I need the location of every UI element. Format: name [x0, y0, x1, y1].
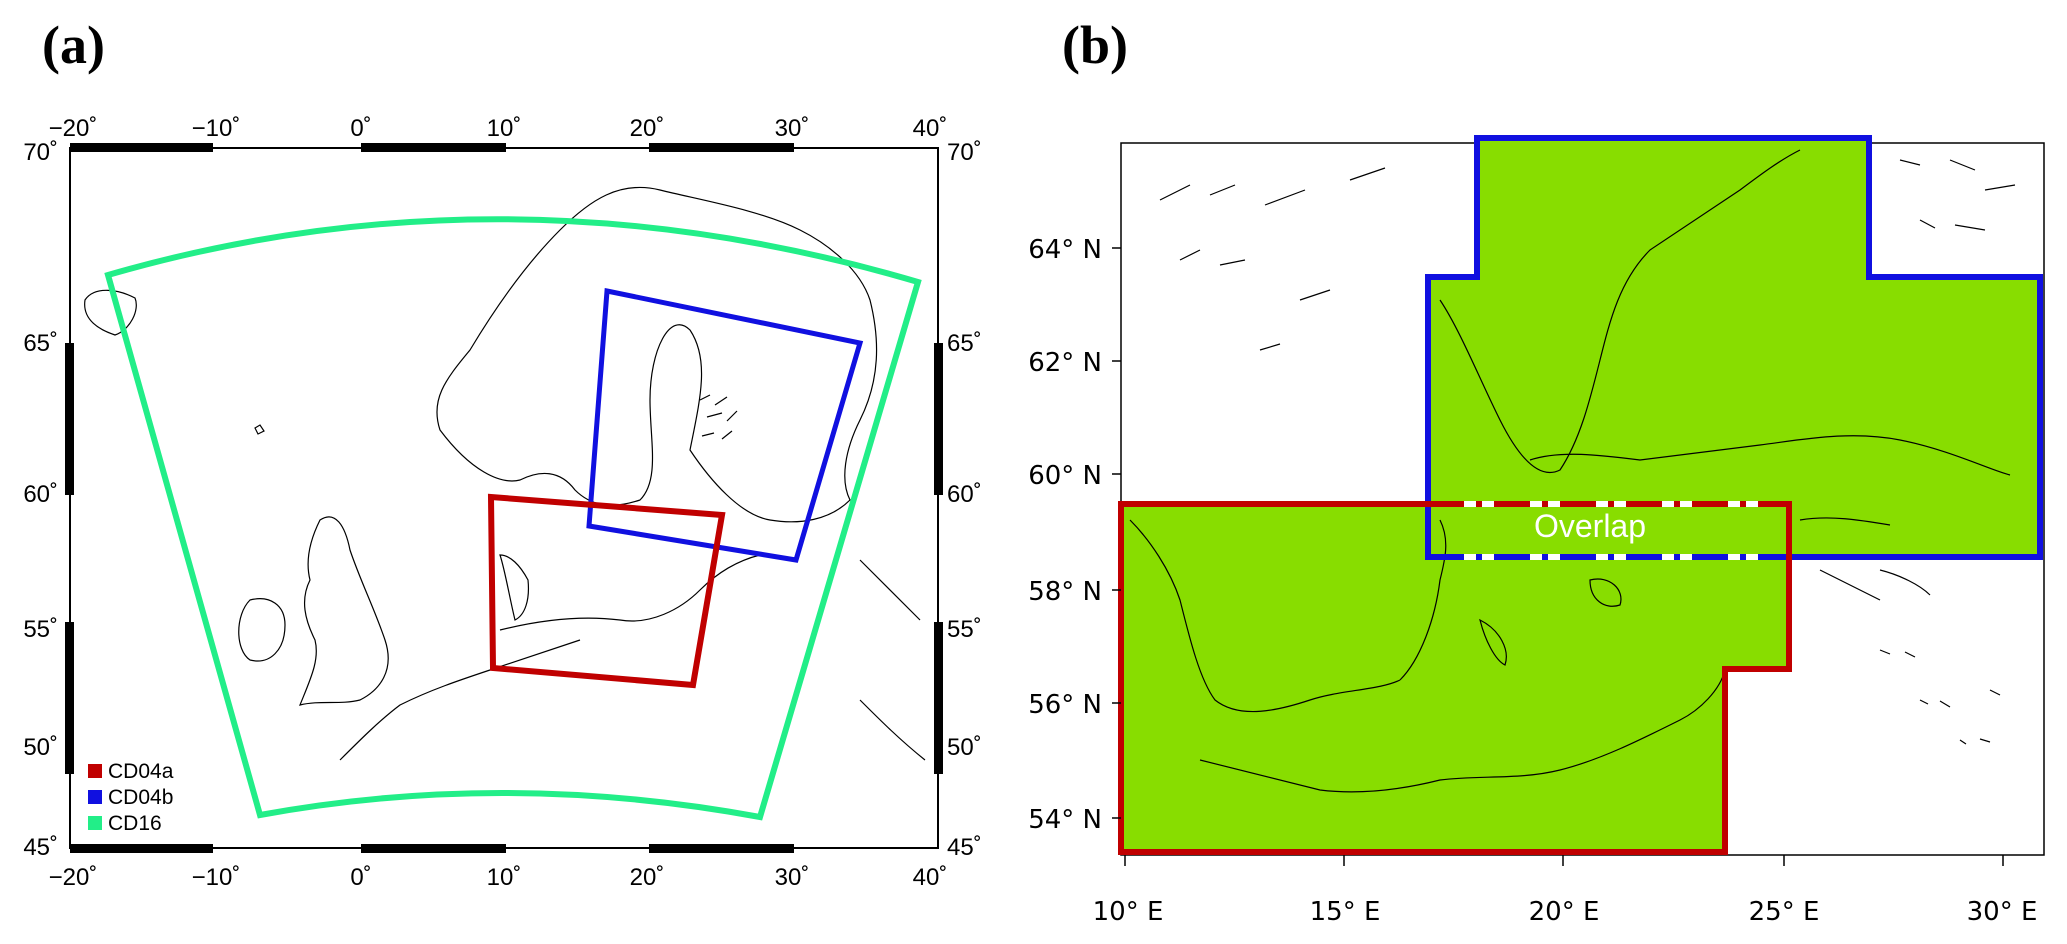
a-ytick-right-0: 70˚	[947, 139, 982, 166]
b-xtick-3: 25° E	[1749, 897, 1820, 927]
b-ytick-4: 56° N	[1028, 690, 1102, 720]
b-ytick-0: 64° N	[1028, 235, 1102, 265]
b-ytick-2: 60° N	[1028, 461, 1102, 491]
a-xtick-top-2: 0˚	[350, 115, 371, 142]
a-xtick-bot-4: 20˚	[630, 864, 665, 891]
cd04a-fill-area	[1121, 504, 1789, 852]
panel-a-x-ticks-top: −20˚ −10˚ 0˚ 10˚ 20˚ 30˚ 40˚	[49, 115, 948, 142]
a-xtick-bot-2: 0˚	[350, 864, 371, 891]
legend-swatch-cd04b	[88, 790, 102, 804]
a-ytick-left-1: 65˚	[23, 330, 58, 357]
a-ytick-right-5: 45˚	[947, 834, 982, 861]
a-xtick-bot-5: 30˚	[775, 864, 810, 891]
a-ytick-right-1: 65˚	[947, 330, 982, 357]
a-xtick-top-6: 40˚	[913, 115, 948, 142]
a-ytick-right-4: 50˚	[947, 734, 982, 761]
overlap-label: Overlap	[1534, 508, 1646, 544]
a-ytick-right-3: 55˚	[947, 616, 982, 643]
a-xtick-top-3: 10˚	[487, 115, 522, 142]
panel-b-label: (b)	[1062, 15, 1128, 75]
cd04b-outline	[1425, 135, 2043, 560]
panel-a-coastlines	[84, 186, 926, 761]
a-xtick-bot-0: −20˚	[49, 864, 98, 891]
panel-a-border-bars	[65, 143, 943, 853]
panel-b-map: Overlap 64° N 62° N 60° N 58° N 56° N 54…	[1028, 135, 2045, 927]
a-ytick-left-2: 60˚	[23, 481, 58, 508]
legend-swatch-cd16	[88, 816, 102, 830]
panel-b-x-ticks: 10° E 15° E 20° E 25° E 30° E	[1093, 855, 2038, 927]
a-xtick-bot-1: −10˚	[192, 864, 241, 891]
b-xtick-4: 30° E	[1967, 897, 2038, 927]
panel-a-legend: CD04a CD04b CD16	[88, 760, 174, 835]
cd04b-fill-area	[1428, 138, 2040, 557]
legend-label-cd04b: CD04b	[108, 786, 173, 809]
a-xtick-top-4: 20˚	[630, 115, 665, 142]
cd16-domain-box	[104, 216, 922, 821]
b-xtick-1: 15° E	[1310, 897, 1381, 927]
cd04a-domain-box	[487, 493, 726, 689]
a-ytick-left-0: 70˚	[23, 139, 58, 166]
panel-a-label: (a)	[42, 15, 105, 75]
a-xtick-bot-3: 10˚	[487, 864, 522, 891]
panel-a-y-ticks-right: 70˚ 65˚ 60˚ 55˚ 50˚ 45˚	[947, 139, 982, 861]
overlap-band: Overlap	[1428, 501, 1789, 560]
panel-a-x-ticks-bottom: −20˚ −10˚ 0˚ 10˚ 20˚ 30˚ 40˚	[49, 864, 948, 891]
a-ytick-left-4: 50˚	[23, 734, 58, 761]
panel-a-map: −20˚ −10˚ 0˚ 10˚ 20˚ 30˚ 40˚ −20˚ −10˚ 0…	[23, 115, 981, 891]
a-ytick-left-3: 55˚	[23, 616, 58, 643]
a-ytick-right-2: 60˚	[947, 481, 982, 508]
b-xtick-2: 20° E	[1529, 897, 1600, 927]
a-xtick-top-5: 30˚	[775, 115, 810, 142]
b-xtick-0: 10° E	[1093, 897, 1164, 927]
panel-b-y-ticks: 64° N 62° N 60° N 58° N 56° N 54° N	[1028, 235, 1121, 835]
b-ytick-1: 62° N	[1028, 348, 1102, 378]
b-ytick-3: 58° N	[1028, 577, 1102, 607]
cd04b-domain-box	[586, 287, 864, 563]
panel-b-coastlines	[1129, 149, 2016, 793]
panel-a-y-ticks-left: 70˚ 65˚ 60˚ 55˚ 50˚ 45˚	[23, 139, 58, 861]
legend-label-cd16: CD16	[108, 812, 162, 835]
legend-swatch-cd04a	[88, 764, 102, 778]
b-ytick-5: 54° N	[1028, 805, 1102, 835]
a-xtick-top-0: −20˚	[49, 115, 98, 142]
a-xtick-top-1: −10˚	[192, 115, 241, 142]
a-ytick-left-5: 45˚	[23, 834, 58, 861]
legend-label-cd04a: CD04a	[108, 760, 174, 783]
a-xtick-bot-6: 40˚	[913, 864, 948, 891]
